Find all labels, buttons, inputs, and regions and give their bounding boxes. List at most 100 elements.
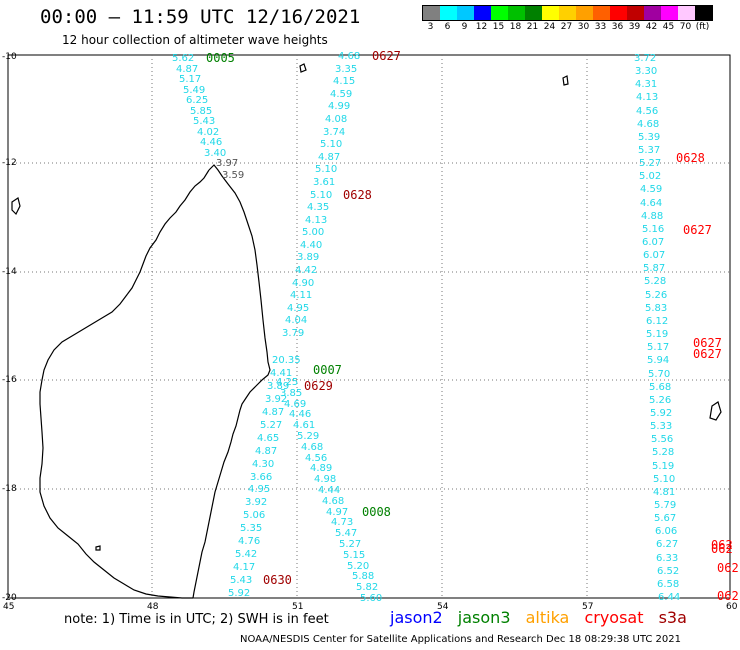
track-e-value: 4.13 (636, 92, 659, 103)
x-label-60: 60 (726, 602, 738, 612)
track-b-value: 4.40 (300, 240, 323, 251)
track-c-value: 4.17 (233, 562, 256, 573)
track-e-value: 5.92 (650, 408, 673, 419)
track-e-value: 5.19 (646, 329, 669, 340)
pass-label-0628: 0628 (343, 188, 372, 202)
track-b-value: 4.13 (305, 215, 328, 226)
legend-label: 21 (526, 22, 539, 32)
track-a-value: 6.25 (186, 95, 209, 106)
track-c-value: 4.41 (270, 368, 293, 379)
track-e-value: 5.37 (638, 145, 661, 156)
track-d-value: 5.29 (297, 431, 320, 442)
track-c-value: 5.35 (240, 523, 263, 534)
track-e-value: 6.58 (657, 579, 680, 590)
credit-footer: NOAA/NESDIS Center for Satellite Applica… (240, 634, 682, 645)
track-a-value: 4.46 (200, 137, 223, 148)
track-e-value: 5.19 (652, 461, 675, 472)
track-e-value: 6.44 (658, 592, 681, 603)
legend-label: 39 (628, 22, 641, 32)
track-e-value: 5.28 (652, 447, 675, 458)
track-b-value: 3.89 (297, 252, 320, 263)
legend-swatch (644, 6, 661, 20)
small-islands (11, 63, 722, 551)
track-c-value: 3.92 (245, 497, 268, 508)
legend-swatch (678, 6, 695, 20)
track-b-value: 5.10 (310, 190, 333, 201)
pass-label-0627: 0627 (372, 49, 401, 63)
track-d-value: 4.68 (322, 496, 345, 507)
track-e-value: 6.52 (657, 566, 680, 577)
legend-swatch (542, 6, 559, 20)
track-d-value: 5.20 (347, 561, 370, 572)
track-a-value: 5.49 (183, 85, 206, 96)
track-e-value: 5.39 (638, 132, 661, 143)
pass-label-062-2: 062 (711, 542, 733, 556)
legend-label: (ft) (695, 22, 710, 32)
satellite-jason3: jason3 (457, 608, 511, 627)
track-d-value: 4.73 (331, 517, 354, 528)
track-e-value: 6.07 (643, 250, 666, 261)
legend-swatch (457, 6, 474, 20)
track-d-value: 4.68 (301, 442, 324, 453)
y-label-14: -14 (2, 267, 17, 277)
pass-label-0627-east-1: 0627 (683, 223, 712, 237)
madagascar-coastline (192, 164, 271, 599)
track-b-value: 4.42 (295, 265, 318, 276)
legend-label: 9 (461, 22, 468, 32)
track-e-value: 5.83 (645, 303, 668, 314)
track-b-value: 4.59 (330, 89, 353, 100)
track-b-value: 4.35 (307, 202, 330, 213)
track-e-value: 5.94 (647, 355, 670, 366)
track-e-value: 4.68 (637, 119, 660, 130)
track-c-value: 4.76 (238, 536, 261, 547)
x-label-57: 57 (582, 602, 594, 612)
track-a-value: 3.40 (204, 148, 227, 159)
track-e-value: 5.87 (643, 263, 666, 274)
track-e-value: 5.27 (639, 158, 662, 169)
color-legend-labels: 3 6 9 12 15 18 21 24 27 30 33 36 39 42 45 70 (ft) (422, 22, 711, 32)
track-b-value: 4.68 (338, 51, 361, 62)
y-label-18: -18 (2, 484, 17, 494)
legend-swatch (593, 6, 610, 20)
track-b-value: 4.90 (292, 278, 315, 289)
track-d-value: 4.97 (326, 507, 349, 518)
track-a-value: 4.02 (197, 127, 220, 138)
track-d-value: 5.88 (352, 571, 375, 582)
legend-label: 70 (679, 22, 692, 32)
track-e-value: 3.30 (635, 66, 658, 77)
page-title: 00:00 — 11:59 UTC 12/16/2021 (40, 6, 361, 28)
pass-label-0005: 0005 (206, 51, 235, 65)
x-label-45: 45 (3, 602, 15, 612)
legend-label: 42 (645, 22, 658, 32)
track-e-value: 5.67 (654, 513, 677, 524)
track-e-value: 5.02 (639, 171, 662, 182)
track-e-value: 5.70 (648, 369, 671, 380)
track-e-value: 5.17 (647, 342, 670, 353)
pass-label-062-3: 062 (717, 561, 739, 575)
track-c-value: 5.06 (243, 510, 266, 521)
track-b-value: 5.10 (320, 139, 343, 150)
y-label-12: -12 (2, 158, 17, 168)
x-label-48: 48 (147, 602, 159, 612)
track-e-value: 5.79 (654, 500, 677, 511)
track-e-value: 6.06 (655, 526, 678, 537)
track-e-value: 4.56 (636, 106, 659, 117)
x-label-51: 51 (292, 602, 304, 612)
track-c-value: 3.89 (267, 381, 290, 392)
track-b-value: 4.15 (333, 76, 356, 87)
legend-swatch (695, 6, 712, 20)
color-legend-bar (422, 5, 713, 21)
legend-swatch (423, 6, 440, 20)
legend-label: 18 (509, 22, 522, 32)
track-c-value: 4.30 (252, 459, 275, 470)
track-e-value: 4.88 (641, 211, 664, 222)
legend-swatch (491, 6, 508, 20)
satellite-s3a: s3a (658, 608, 687, 627)
track-c-value: 4.95 (248, 484, 271, 495)
pass-label-0629: 0629 (304, 379, 333, 393)
track-d-value: 5.82 (356, 582, 379, 593)
pass-label-062-4: 062 (717, 589, 739, 603)
pass-label-0007: 0007 (313, 363, 342, 377)
pass-label-0627-east-2: 0627 (693, 336, 722, 350)
track-e-value: 6.33 (656, 553, 679, 564)
